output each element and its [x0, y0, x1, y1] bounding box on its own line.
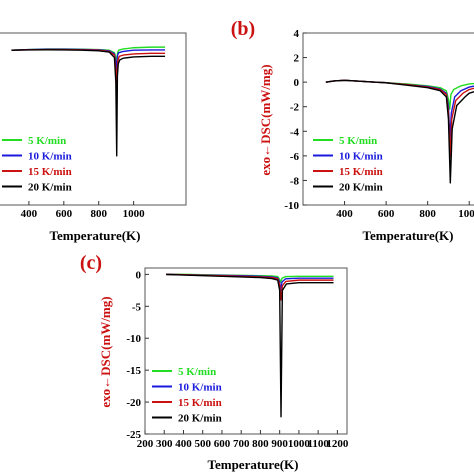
legend-label: 20 K/min — [339, 182, 383, 194]
chart-panel-b: 400 600 800 1000 -10 -8 -6 -4 -2 0 2 4 Temperature(K… — [231, 18, 474, 243]
x-tick-label: 800 — [90, 208, 107, 220]
x-axis-label: Temperature(K) — [208, 457, 299, 472]
x-tick-label: 900 — [271, 438, 288, 450]
x-tick-label: 600 — [214, 438, 231, 450]
legend-label: 5 K/min — [339, 135, 377, 147]
legend-label: 10 K/min — [339, 151, 383, 163]
legend-label: 15 K/min — [28, 166, 72, 178]
legend-label: 20 K/min — [28, 182, 72, 194]
y-tick-label: -10 — [284, 200, 299, 212]
y-tick-label: 0 — [136, 269, 142, 281]
legend-label: 10 K/min — [178, 382, 222, 394]
x-tick-label: 400 — [175, 438, 192, 450]
x-tick-label: 600 — [56, 208, 73, 220]
x-tick-label: 400 — [21, 208, 38, 220]
y-axis-label: exo←DSC(mW/mg) — [98, 296, 113, 407]
x-tick-label: 200 — [137, 438, 154, 450]
y-tick-label: -20 — [126, 397, 141, 409]
x-tick-label: 1000 — [288, 438, 311, 450]
series-line — [325, 79, 474, 184]
plot-frame — [144, 267, 348, 435]
y-tick-label: -25 — [126, 429, 141, 441]
series-line — [11, 49, 166, 157]
legend-label: 20 K/min — [178, 413, 222, 425]
y-tick-label: -8 — [290, 175, 300, 187]
x-tick-label: 1100 — [307, 438, 329, 450]
x-axis-label: Temperature(K) — [363, 228, 454, 243]
x-tick-label: 300 — [156, 438, 173, 450]
plot-frame — [0, 32, 187, 206]
y-tick-label: -5 — [132, 301, 142, 313]
x-tick-label: 1200 — [326, 438, 349, 450]
y-tick-label: -6 — [290, 151, 300, 163]
legend-label: 5 K/min — [28, 135, 66, 147]
x-tick-label: 800 — [419, 208, 436, 220]
legend-label: 5 K/min — [178, 366, 216, 378]
x-axis-label: Temperature(K) — [50, 228, 141, 243]
x-tick-label: 1000 — [458, 208, 474, 220]
x-tick-label: 1000 — [123, 208, 146, 220]
y-tick-label: -15 — [126, 365, 141, 377]
legend-label: 15 K/min — [339, 166, 383, 178]
legend-label: 15 K/min — [178, 397, 222, 409]
legend-label: 10 K/min — [28, 151, 72, 163]
x-tick-label: 500 — [194, 438, 211, 450]
panel-label: (b) — [231, 18, 255, 40]
y-tick-label: 2 — [294, 53, 300, 65]
y-tick-label: -2 — [290, 102, 300, 114]
y-tick-label: -4 — [290, 126, 300, 138]
y-axis-label: exo←DSC(mW/mg) — [258, 64, 273, 175]
plot-frame — [302, 32, 474, 206]
x-tick-label: 400 — [336, 208, 353, 220]
series-line — [166, 273, 334, 418]
y-tick-label: 0 — [294, 77, 300, 89]
x-tick-label: 800 — [252, 438, 269, 450]
y-tick-label: -10 — [126, 333, 141, 345]
y-tick-label: 4 — [294, 28, 300, 40]
x-tick-label: 600 — [378, 208, 395, 220]
panel-label: (c) — [80, 252, 102, 274]
x-tick-label: 700 — [233, 438, 250, 450]
chart-panel-a: 400 600 800 1000 Temperature(K) 5 K/min 10 K/m… — [0, 32, 187, 243]
